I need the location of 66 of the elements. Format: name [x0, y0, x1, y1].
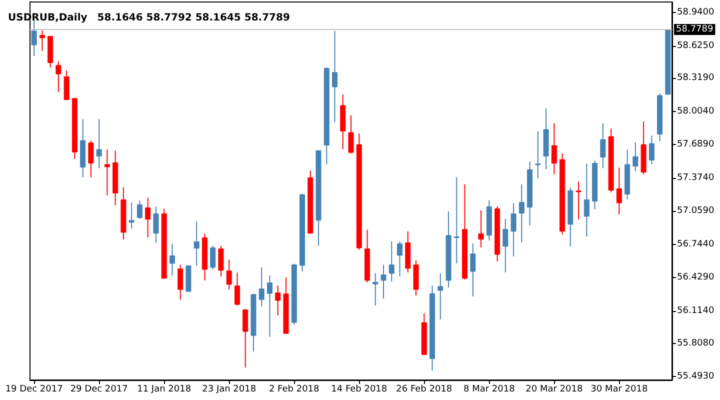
candlestick — [39, 30, 45, 52]
y-tick-label: 57.0590 — [677, 206, 714, 216]
candlestick — [600, 122, 606, 169]
candlestick — [470, 242, 476, 297]
candlestick — [380, 264, 386, 299]
candlestick — [169, 243, 175, 276]
candlestick — [234, 272, 240, 306]
candlestick — [153, 206, 159, 244]
candlestick — [584, 163, 590, 237]
candlestick — [372, 272, 378, 306]
x-tick-label: 29 Dec 2017 — [70, 384, 128, 394]
candlestick — [510, 202, 516, 257]
candlestick — [128, 202, 134, 230]
x-tick-label: 26 Feb 2018 — [396, 384, 452, 394]
candlestick — [478, 210, 484, 248]
candlestick — [632, 142, 638, 172]
y-tick-label: 56.4290 — [677, 272, 714, 283]
candlestick — [178, 264, 184, 300]
x-tick-label: 8 Mar 2018 — [463, 384, 516, 394]
candlestick — [397, 240, 403, 277]
candlestick — [275, 285, 281, 316]
y-tick-label: 58.3190 — [677, 73, 714, 84]
candlestick — [258, 266, 264, 308]
candlestick — [551, 122, 557, 175]
candlestick — [210, 245, 216, 270]
candlestick — [502, 218, 508, 273]
candlestick — [104, 149, 110, 196]
x-tick-label: 19 Dec 2017 — [5, 384, 63, 394]
x-tick-label: 11 Jan 2018 — [137, 384, 192, 394]
x-tick-label: 14 Feb 2018 — [331, 384, 388, 394]
candlestick — [56, 60, 62, 93]
x-tick-label: 23 Jan 2018 — [202, 384, 256, 394]
candlestick — [388, 240, 394, 282]
y-tick-label: 58.0040 — [677, 106, 714, 116]
y-tick-label: 56.7440 — [677, 239, 714, 250]
candlestick — [438, 272, 444, 320]
x-tick-label: 30 Mar 2018 — [590, 384, 648, 394]
candlestick — [576, 181, 582, 220]
x-tick-label: 2 Feb 2018 — [268, 384, 320, 394]
candlestick — [96, 118, 102, 169]
candlestick — [88, 140, 94, 178]
y-tick-label: 56.1140 — [677, 306, 714, 316]
candlestick — [266, 274, 272, 338]
x-tick-label: 20 Mar 2018 — [526, 384, 583, 394]
candlestick — [242, 308, 248, 368]
candlestick — [226, 259, 232, 290]
candlestick — [194, 220, 200, 266]
candlestick — [218, 245, 224, 277]
y-tick-label: 58.6250 — [677, 40, 714, 51]
y-tick-label: 58.9400 — [677, 8, 714, 18]
candlestick — [616, 167, 622, 215]
text: 58.1646 58.7792 58.1645 58.7789 — [97, 12, 290, 24]
candlestick — [332, 30, 338, 123]
y-tick-label: 55.8080 — [677, 338, 714, 348]
y-tick-label: 57.6890 — [677, 140, 714, 150]
candlestick — [136, 200, 142, 220]
y-tick-label: 57.3740 — [677, 172, 714, 183]
candlestick — [145, 197, 151, 238]
candlestick — [518, 184, 524, 243]
candlestick — [648, 134, 654, 165]
y-tick-label: 55.4930 — [677, 372, 714, 382]
candlestick — [535, 130, 541, 179]
candlestick — [454, 176, 460, 264]
ref-line-label: 58.7789 — [676, 24, 714, 34]
candlestick — [348, 114, 354, 154]
candlestick — [64, 70, 70, 100]
